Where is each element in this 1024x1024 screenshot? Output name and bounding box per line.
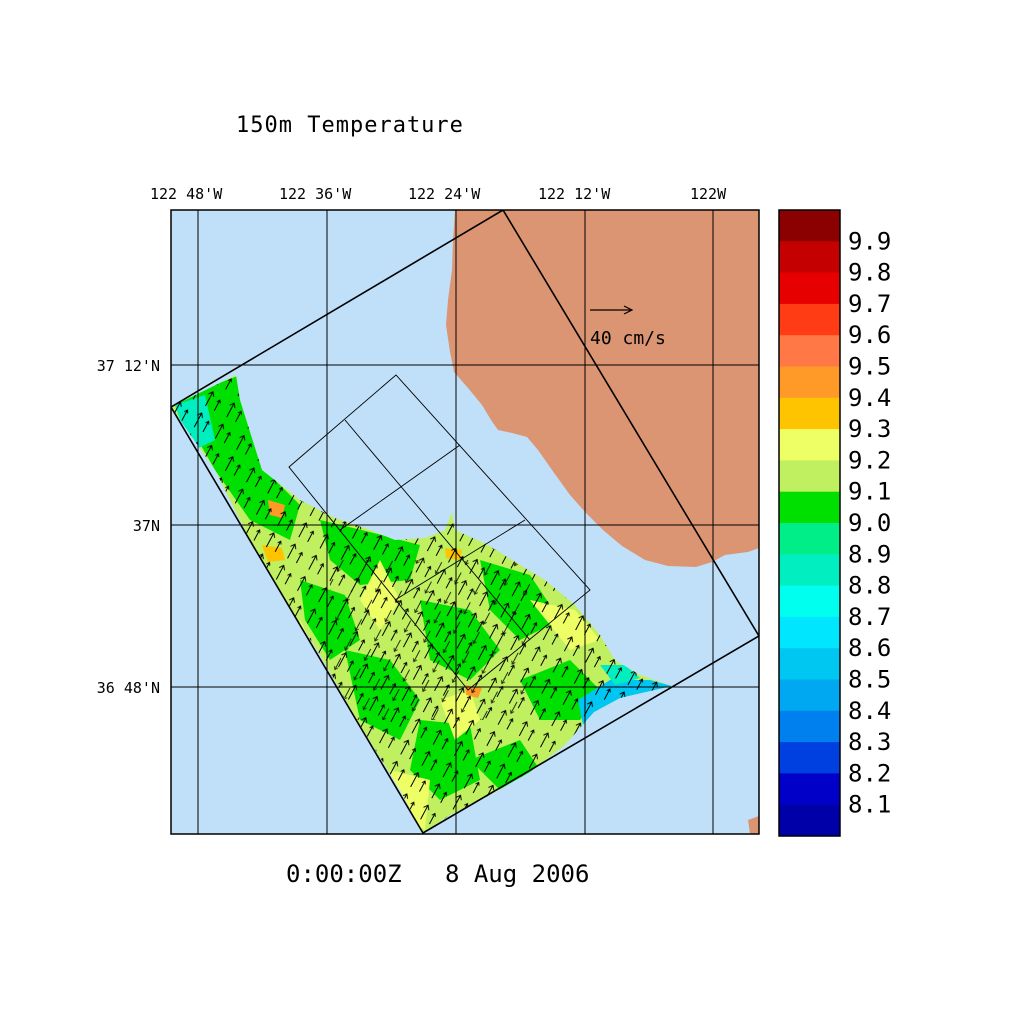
lon-label-122w: 122W [690,185,727,203]
colorbar-label: 9.3 [848,415,891,443]
colorbar-label: 8.1 [848,791,891,819]
colorbar-label: 8.5 [848,666,891,694]
latitude-labels: 37 12'N 37N 36 48'N [97,357,160,697]
colorbar: 9.9 9.8 9.7 9.6 9.5 9.4 9.3 9.2 9.1 9.0 8.9 8.8 8.7 8… [778,209,891,837]
colorbar-label: 9.8 [848,259,891,287]
longitude-labels: 122 48'W 122 36'W 122 24'W 122 12'W 122W [150,185,727,203]
colorbar-swatch [779,804,840,837]
lon-label-122-24w: 122 24'W [408,185,481,203]
map-panel [171,210,759,834]
lat-label-37n: 37N [133,517,160,535]
colorbar-swatch [779,303,840,336]
colorbar-swatch [779,491,840,524]
colorbar-swatch [779,710,840,743]
colorbar-swatch [779,397,840,430]
reference-arrow-icon [590,305,634,315]
colorbar-swatch [779,679,840,712]
colorbar-label: 9.2 [848,446,891,474]
colorbar-label: 9.7 [848,290,891,318]
colorbar-labels: 9.9 9.8 9.7 9.6 9.5 9.4 9.3 9.2 9.1 9.0 8.9 8.8 8.7 8… [848,227,891,818]
colorbar-label: 8.7 [848,603,891,631]
colorbar-swatch [779,616,840,649]
colorbar-swatch [779,523,840,555]
lon-label-122-12w: 122 12'W [538,185,611,203]
colorbar-swatch [779,585,840,618]
colorbar-swatch [779,366,840,399]
colorbar-swatches [779,210,840,837]
colorbar-label: 8.3 [848,728,891,756]
lon-label-122-36w: 122 36'W [279,185,352,203]
lat-label-36-48n: 36 48'N [97,679,160,697]
reference-vector-label: 40 cm/s [590,328,666,349]
inner-box-divider-3 [344,419,531,641]
colorbar-swatch [779,460,840,493]
reference-vector: 40 cm/s [590,305,666,349]
map-frame [170,209,760,835]
colorbar-label: 9.6 [848,321,891,349]
colorbar-swatch [779,241,840,274]
colorbar-swatch [779,272,840,305]
lon-label-122-48w: 122 48'W [150,185,223,203]
land-spot [748,816,759,834]
colorbar-swatch [779,429,840,461]
colorbar-label: 9.5 [848,353,891,381]
land-mass [446,210,759,567]
colorbar-label: 9.0 [848,509,891,537]
colorbar-swatch [779,742,840,774]
inner-box-divider-2 [394,519,526,601]
colorbar-swatch [779,648,840,680]
colorbar-label: 8.9 [848,540,891,568]
inner-box-divider-1 [339,444,461,531]
colorbar-swatch [779,210,840,242]
colorbar-label: 9.1 [848,478,891,506]
timestamp: 0:00:00Z 8 Aug 2006 [286,860,589,888]
plot-title: 150m Temperature [236,113,464,138]
colorbar-label: 8.4 [848,697,891,725]
colorbar-label: 8.8 [848,572,891,600]
colorbar-label: 8.6 [848,634,891,662]
colorbar-label: 8.2 [848,759,891,787]
colorbar-swatch [779,773,840,806]
colorbar-frame [778,209,841,837]
lat-label-37-12n: 37 12'N [97,357,160,375]
outer-domain-boundary [171,210,759,834]
colorbar-swatch [779,335,840,367]
colorbar-swatch [779,554,840,587]
colorbar-label: 9.4 [848,384,891,412]
inner-domain-boundary [288,374,591,691]
colorbar-label: 9.9 [848,227,891,255]
